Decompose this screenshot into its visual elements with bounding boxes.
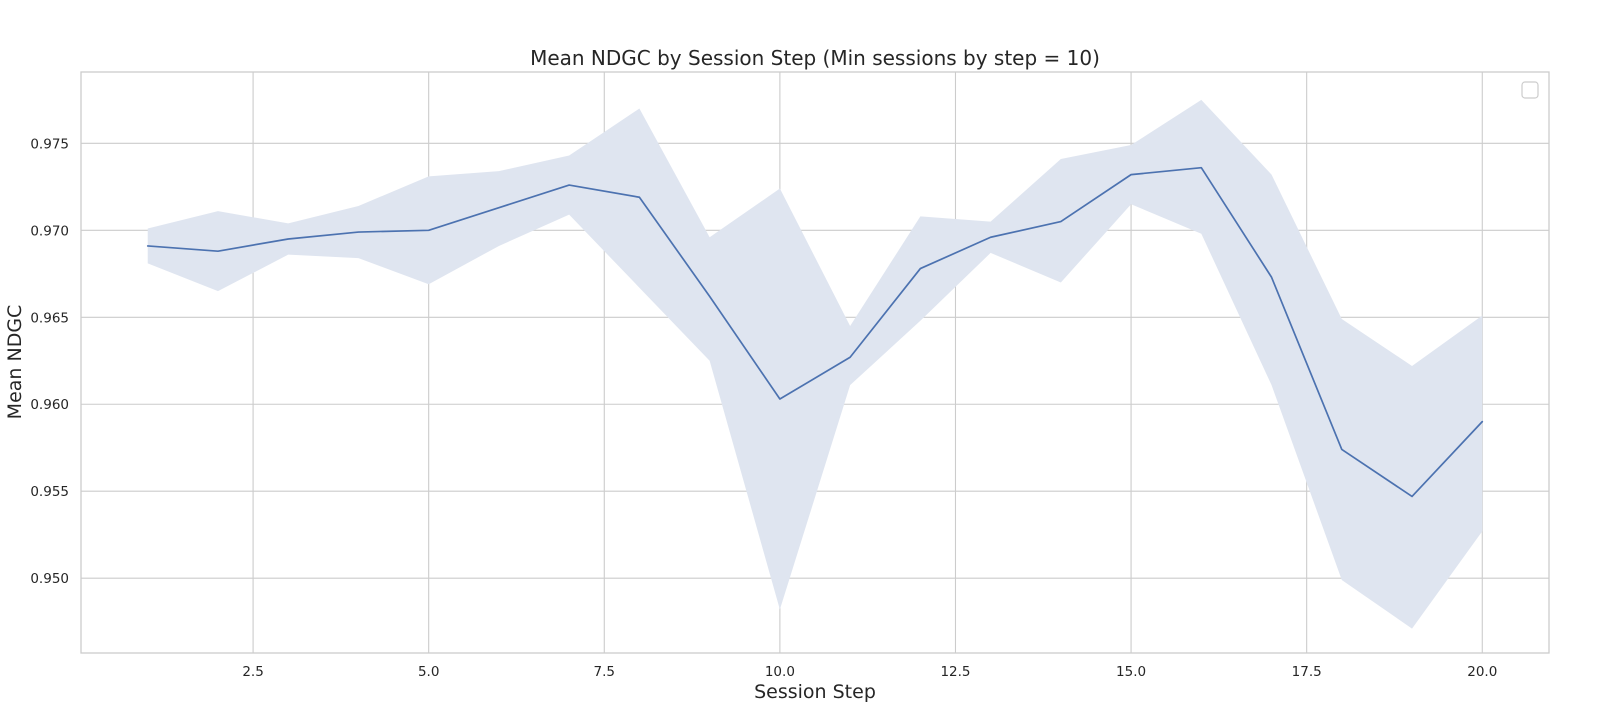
x-tick-label: 17.5 xyxy=(1292,664,1322,680)
plot-frame xyxy=(80,71,1550,654)
x-tick-label: 7.5 xyxy=(594,664,615,680)
x-tick-label: 12.5 xyxy=(940,664,970,680)
y-axis-label: Mean NDGC xyxy=(4,305,26,420)
x-tick-label: 20.0 xyxy=(1467,664,1497,680)
series-line xyxy=(146,166,1484,498)
chart-title: Mean NDGC by Session Step (Min sessions … xyxy=(530,46,1100,70)
y-tick-labels: 0.950 0.955 0.960 0.965 0.970 0.975 xyxy=(30,136,69,587)
y-tick-label: 0.955 xyxy=(30,484,69,500)
confidence-band xyxy=(147,99,1483,629)
x-axis-label: Session Step xyxy=(754,681,876,703)
series-line-layer xyxy=(146,166,1484,498)
legend-box[interactable] xyxy=(1521,81,1539,99)
y-tick-label: 0.965 xyxy=(30,310,69,326)
confidence-band-layer xyxy=(147,99,1483,629)
x-tick-label: 2.5 xyxy=(242,664,263,680)
y-tick-label: 0.950 xyxy=(30,571,69,587)
y-tick-label: 0.975 xyxy=(30,136,69,152)
x-tick-label: 5.0 xyxy=(418,664,439,680)
y-tick-label: 0.970 xyxy=(30,223,69,239)
x-tick-label: 15.0 xyxy=(1116,664,1146,680)
x-tick-label: 10.0 xyxy=(765,664,795,680)
y-tick-label: 0.960 xyxy=(30,397,69,413)
x-tick-labels: 2.5 5.0 7.5 10.0 12.5 15.0 17.5 20.0 xyxy=(242,664,1497,680)
